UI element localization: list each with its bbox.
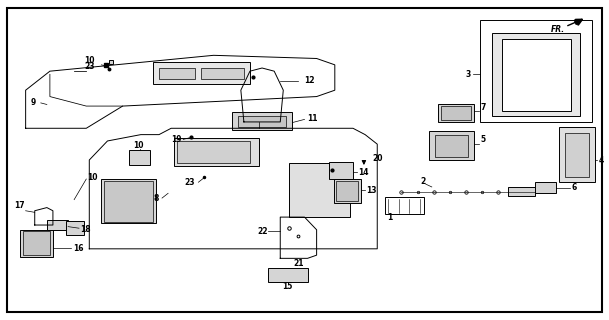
Text: 19: 19 (172, 135, 182, 144)
Text: 23: 23 (184, 178, 194, 187)
Text: 3: 3 (466, 70, 471, 79)
Bar (481, 20, 593, 122)
Text: 20: 20 (372, 154, 383, 163)
Bar (232, 112, 292, 130)
Bar (435, 135, 468, 157)
Bar (336, 180, 359, 201)
Text: 10: 10 (88, 173, 98, 182)
Text: 5: 5 (481, 135, 485, 144)
Bar (493, 33, 580, 116)
Bar (66, 221, 85, 236)
Bar (268, 268, 308, 282)
Text: 7: 7 (481, 103, 486, 112)
Text: 18: 18 (80, 225, 91, 234)
Bar (128, 150, 150, 165)
Bar (507, 187, 535, 196)
Bar (441, 106, 471, 120)
Bar (153, 62, 250, 84)
Text: 17: 17 (14, 202, 25, 211)
Text: 16: 16 (73, 244, 83, 253)
Bar (502, 39, 571, 111)
Bar (238, 116, 286, 127)
Bar (159, 68, 195, 79)
Bar (329, 162, 353, 179)
Text: 10: 10 (133, 141, 144, 150)
Text: 15: 15 (283, 282, 293, 292)
Bar (19, 230, 53, 257)
Bar (289, 163, 350, 217)
Bar (438, 105, 474, 122)
Text: 23: 23 (84, 62, 94, 71)
Bar (105, 180, 153, 222)
Text: 9: 9 (30, 99, 35, 108)
Bar (23, 231, 50, 255)
Text: 8: 8 (153, 194, 159, 203)
Text: 22: 22 (258, 227, 268, 236)
Bar (102, 179, 156, 223)
Text: 14: 14 (358, 168, 368, 177)
Text: 1: 1 (387, 213, 392, 222)
Bar (334, 179, 361, 203)
Bar (535, 182, 556, 193)
Bar (202, 68, 244, 79)
Text: 2: 2 (420, 177, 425, 186)
Text: 10: 10 (84, 56, 94, 65)
Text: 4: 4 (599, 156, 604, 164)
Text: 11: 11 (308, 114, 318, 123)
Text: 21: 21 (293, 259, 304, 268)
Text: FR.: FR. (551, 25, 565, 35)
Text: 6: 6 (571, 183, 577, 192)
Bar (384, 197, 424, 214)
Bar (47, 220, 68, 230)
Text: 12: 12 (304, 76, 315, 85)
Bar (559, 127, 596, 182)
Text: 13: 13 (367, 186, 377, 195)
Bar (177, 141, 250, 163)
Bar (429, 132, 474, 160)
Bar (565, 133, 590, 178)
Bar (174, 138, 259, 166)
